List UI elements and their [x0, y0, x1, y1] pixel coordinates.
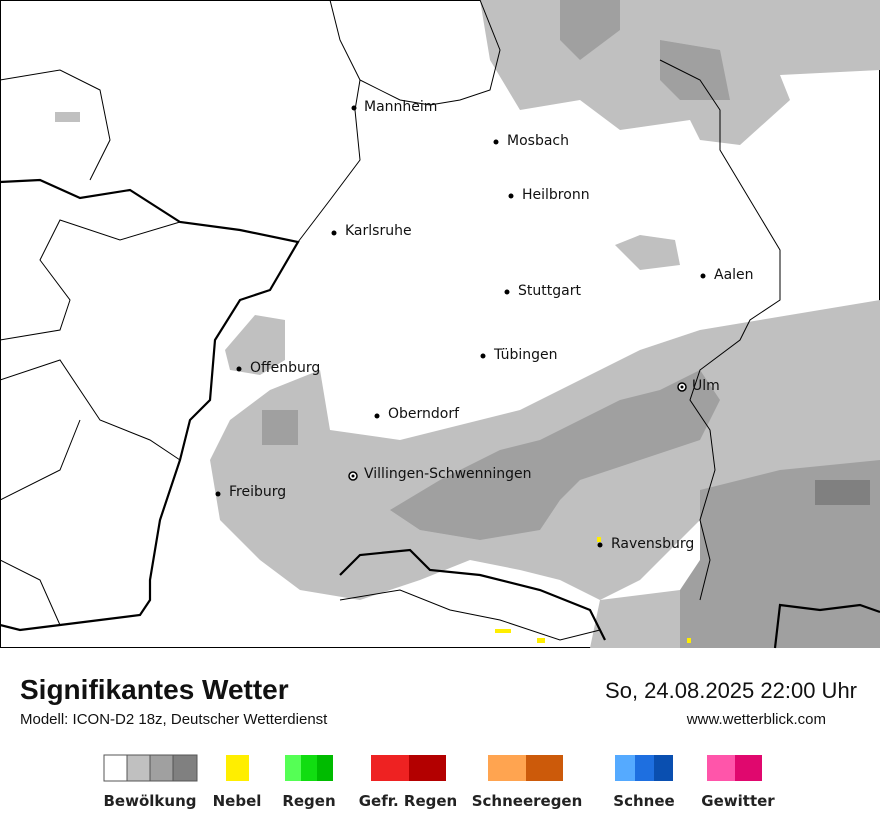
legend-labels: Bewölkung Nebel Regen Gefr. Regen Schnee…: [104, 792, 776, 810]
cloud-area: [262, 410, 298, 445]
cloud-area: [55, 112, 80, 122]
legend-swatch: [317, 755, 333, 781]
legend-swatch: [654, 755, 673, 781]
legend-swatch: [172, 754, 198, 782]
legend-swatch: [103, 754, 128, 782]
legend-swatch: [735, 755, 762, 781]
city-dot: [331, 230, 337, 236]
cloud-area: [660, 40, 730, 100]
city-label: Oberndorf: [388, 406, 460, 422]
datetime: So, 24.08.2025 22:00 Uhr: [605, 678, 857, 703]
cloud-area: [560, 0, 620, 60]
legend-label: Nebel: [213, 792, 262, 810]
title: Signifikantes Wetter: [20, 674, 289, 705]
state-border: [297, 79, 361, 243]
city-label: Aalen: [714, 267, 754, 283]
legend-swatch: [149, 754, 174, 782]
city-dot: [374, 413, 380, 419]
cloud-area: [680, 460, 880, 648]
region-border: [0, 69, 111, 181]
cloud-area: [390, 370, 720, 540]
city-dot: [504, 289, 510, 295]
cloud-area: [590, 590, 680, 648]
city-label: Stuttgart: [518, 283, 581, 299]
national-border: [339, 548, 606, 641]
fog-spot: [537, 638, 545, 643]
city-dot: [236, 366, 242, 372]
city-label: Heilbronn: [522, 187, 590, 203]
region-border: [0, 219, 181, 341]
precip-spots: [495, 537, 691, 643]
city-dot: [493, 139, 499, 145]
city-dot: [351, 474, 355, 478]
legend-label: Gefr. Regen: [359, 792, 458, 810]
cities: Mannheim Mosbach Heilbronn Karlsruhe Aal…: [215, 99, 754, 552]
region-border: [0, 359, 181, 461]
city-dot: [680, 385, 684, 389]
national-border: [773, 603, 880, 649]
map: Mannheim Mosbach Heilbronn Karlsruhe Aal…: [0, 0, 880, 649]
city-label: Mosbach: [507, 133, 569, 149]
legend-swatch: [226, 755, 249, 781]
legend-swatch: [488, 755, 526, 781]
legend-swatch: [526, 755, 563, 781]
cloud-area: [225, 315, 285, 375]
legend-label: Schneeregen: [472, 792, 583, 810]
legend-swatch: [409, 755, 446, 781]
city-dot: [597, 542, 603, 548]
legend-label: Schnee: [613, 792, 674, 810]
url: www.wetterblick.com: [686, 711, 826, 728]
legend-label: Regen: [282, 792, 335, 810]
model-info: Modell: ICON-D2 18z, Deutscher Wetterdie…: [20, 711, 328, 728]
state-border: [659, 59, 781, 601]
city-label: Tübingen: [493, 347, 558, 363]
national-border: [0, 178, 300, 632]
city-label: Karlsruhe: [345, 223, 412, 239]
borders: [0, 0, 880, 649]
legend-swatch: [285, 755, 301, 781]
legend: [103, 754, 762, 782]
fog-spot: [495, 629, 511, 633]
cloud-areas: [55, 0, 880, 648]
footer: Signifikantes Wetter Modell: ICON-D2 18z…: [20, 674, 857, 728]
legend-swatch: [301, 755, 317, 781]
city-label: Freiburg: [229, 484, 286, 500]
state-border: [329, 0, 501, 106]
city-dot: [700, 273, 706, 279]
legend-label: Gewitter: [701, 792, 775, 810]
city-label: Offenburg: [250, 360, 320, 376]
cloud-area: [815, 480, 870, 505]
fog-spot: [597, 537, 601, 542]
region-border: [0, 419, 81, 501]
legend-swatch: [126, 754, 151, 782]
city-dot: [508, 193, 514, 199]
city-label: Ulm: [692, 378, 720, 394]
city-dot: [351, 105, 357, 111]
region-border: [339, 589, 601, 641]
city-dot: [480, 353, 486, 359]
city-label: Villingen-Schwenningen: [364, 466, 532, 482]
legend-label: Bewölkung: [104, 792, 197, 810]
city-label: Ravensburg: [611, 536, 694, 552]
cloud-area: [615, 235, 680, 270]
legend-swatch: [707, 755, 735, 781]
legend-swatch: [615, 755, 635, 781]
region-border: [0, 559, 61, 626]
city-dot: [215, 491, 221, 497]
city-label: Mannheim: [364, 99, 437, 115]
legend-swatch: [635, 755, 654, 781]
fog-spot: [687, 638, 691, 643]
legend-swatch: [371, 755, 409, 781]
